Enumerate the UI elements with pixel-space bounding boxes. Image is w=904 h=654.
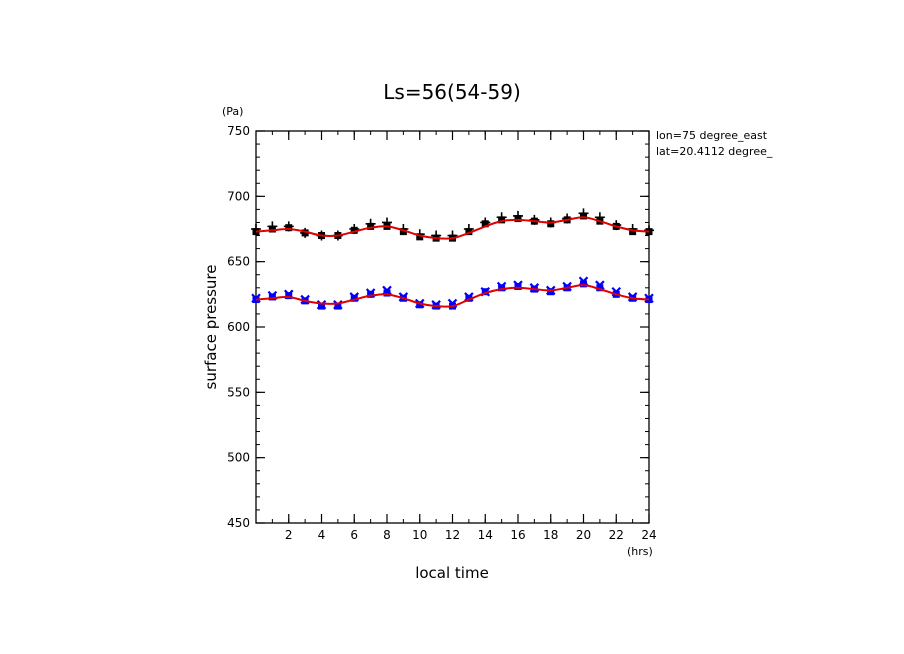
x-tick-label: 10	[412, 528, 427, 542]
square-marker	[252, 296, 260, 304]
square-marker	[481, 288, 489, 296]
square-marker	[367, 222, 375, 230]
square-marker	[465, 228, 473, 236]
square-marker	[350, 226, 358, 234]
x-tick-label: 12	[445, 528, 460, 542]
square-marker	[367, 290, 375, 298]
series-line	[255, 284, 650, 308]
y-tick-label: 700	[227, 189, 250, 203]
square-marker	[481, 220, 489, 228]
series-2	[255, 216, 650, 240]
square-marker	[416, 301, 424, 309]
square-marker	[580, 212, 587, 220]
x-tick-label: 2	[285, 528, 293, 542]
y-tick-label: 650	[227, 255, 250, 269]
x-tick-label: 14	[478, 528, 493, 542]
square-marker	[514, 215, 522, 223]
square-marker	[580, 280, 587, 288]
square-marker	[350, 294, 358, 302]
square-marker	[399, 228, 407, 236]
y-tick-label: 450	[227, 516, 250, 530]
annotation-lat: lat=20.4112 degree_	[656, 145, 773, 158]
square-marker	[268, 293, 276, 301]
y-tick-label: 500	[227, 451, 250, 465]
square-marker	[334, 302, 342, 310]
square-marker	[596, 284, 604, 292]
y-tick-label: 750	[227, 124, 250, 138]
square-marker	[547, 288, 555, 296]
series-5	[255, 284, 650, 308]
chart-title: Ls=56(54-59)	[383, 80, 521, 104]
x-axis-label: local time	[415, 564, 489, 582]
y-axis-label: surface pressure	[202, 265, 220, 390]
x-tick-label: 22	[609, 528, 624, 542]
square-marker	[318, 302, 325, 310]
x-tick-label: 6	[350, 528, 358, 542]
square-marker	[383, 289, 391, 297]
square-marker	[268, 225, 276, 233]
y-unit-label: (Pa)	[222, 105, 243, 118]
x-tick-label: 4	[318, 528, 326, 542]
series-line	[255, 216, 650, 240]
x-tick-label: 8	[383, 528, 391, 542]
square-marker	[285, 292, 293, 300]
square-marker	[498, 216, 506, 224]
square-marker	[498, 284, 506, 292]
square-marker	[629, 228, 637, 236]
plot-frame	[255, 130, 650, 524]
square-marker	[416, 233, 424, 241]
x-tick-label: 24	[641, 528, 656, 542]
square-marker	[301, 229, 309, 237]
data-series	[251, 208, 654, 310]
x-unit-label: (hrs)	[627, 545, 653, 558]
square-marker	[465, 294, 473, 302]
square-marker	[285, 224, 293, 232]
square-marker	[514, 282, 522, 290]
square-marker	[547, 220, 555, 228]
annotation-lon: lon=75 degree_east	[656, 129, 768, 142]
x-tick-label: 20	[576, 528, 591, 542]
y-tick-label: 600	[227, 320, 250, 334]
y-tick-label: 550	[227, 385, 250, 399]
x-tick-label: 18	[543, 528, 558, 542]
x-tick-label: 16	[510, 528, 525, 542]
